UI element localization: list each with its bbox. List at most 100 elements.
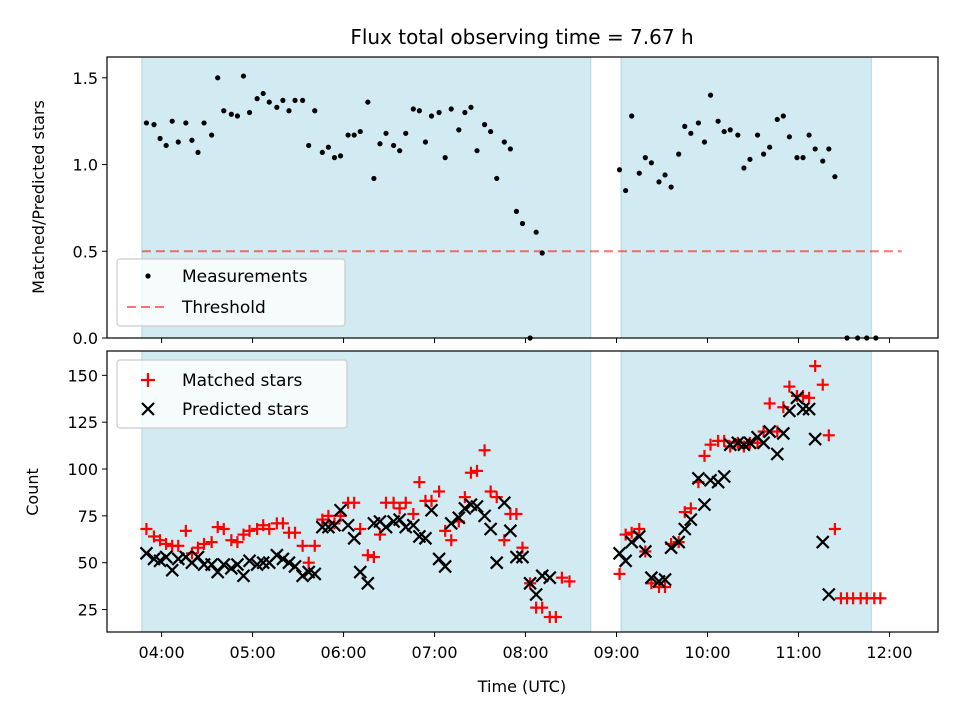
predicted-stars-point (159, 550, 173, 564)
predicted-stars-point (822, 587, 836, 602)
predicted-stars-point (802, 402, 816, 416)
matched-stars-point (243, 524, 256, 537)
matched-stars-point (563, 575, 576, 588)
measurement-point (754, 132, 761, 138)
x-tick-label: 07:00 (411, 643, 457, 662)
predicted-stars-point (632, 529, 647, 544)
predicted-stars-point (327, 518, 342, 532)
predicted-stars-point (483, 522, 498, 536)
matched-stars-point (445, 534, 458, 547)
predicted-stars-point (347, 531, 361, 546)
matched-stars-point (148, 530, 161, 543)
matched-stars-point (737, 440, 750, 453)
matched-stars-point (302, 556, 315, 569)
predicted-stars-point (503, 524, 518, 538)
measurement-point (735, 132, 741, 138)
predicted-stars-point (677, 522, 692, 536)
measurement-point (331, 155, 338, 161)
predicted-stars-point (762, 424, 777, 439)
matched-stars-point (413, 476, 426, 489)
matched-stars-point (367, 551, 380, 564)
matched-stars-point (613, 567, 626, 580)
measurement-point (266, 99, 272, 105)
predicted-stars-point (743, 436, 757, 450)
measurement-point (688, 130, 694, 136)
predicted-stars-point (776, 426, 791, 441)
predicted-stars-point (216, 557, 231, 572)
matched-stars-point (704, 438, 717, 451)
matched-stars-point (783, 380, 796, 393)
matched-stars-point (678, 506, 691, 519)
matched-stars-point (154, 534, 167, 547)
matched-stars-point (308, 539, 321, 552)
measurement-point (513, 208, 520, 214)
measurement-point (676, 151, 682, 157)
legend-predicted-label: Predicted stars (182, 400, 309, 420)
top-y-tick-label: 1.0 (73, 156, 98, 175)
predicted-stars-point (282, 555, 296, 570)
predicted-stars-point (509, 550, 524, 564)
measurement-point (806, 132, 812, 138)
matched-stars-point (231, 536, 244, 549)
measurement-point (648, 160, 654, 166)
measurement-point (761, 151, 767, 157)
measurement-point (488, 128, 494, 135)
predicted-stars-point (697, 497, 712, 512)
predicted-stars-point (638, 544, 653, 559)
predicted-stars-point (790, 391, 804, 405)
matched-stars-point (433, 485, 446, 498)
measurement-point (656, 179, 662, 185)
matched-stars-point (217, 522, 230, 535)
measurement-point (345, 132, 351, 138)
measurement-point (727, 127, 733, 133)
matched-stars-point (684, 502, 697, 515)
measurement-point (175, 139, 181, 145)
measurement-point (456, 127, 462, 133)
predicted-stars-point (691, 471, 706, 486)
measurement-point (143, 120, 150, 126)
measurement-point (629, 113, 635, 119)
measurement-point (337, 153, 344, 159)
predicted-stars-point (230, 557, 245, 572)
bottom-y-tick-label: 75 (78, 507, 98, 526)
legend-measurements-marker (145, 273, 151, 279)
top-y-axis-label: Matched/Predicted stars (29, 100, 48, 294)
matched-stars-point (289, 526, 302, 539)
matched-stars-point (373, 528, 386, 541)
predicted-stars-point (288, 559, 302, 574)
measurement-point (300, 97, 306, 103)
measurement-point (209, 132, 215, 138)
measurement-point (351, 132, 357, 138)
predicted-stars-point (796, 402, 810, 416)
measurement-point (474, 148, 480, 154)
measurement-point (741, 165, 747, 171)
predicted-stars-point (165, 563, 179, 577)
measurement-point (151, 122, 157, 128)
measurement-point (636, 170, 642, 176)
matched-stars-point (803, 391, 816, 404)
predicted-stars-point (424, 503, 439, 518)
measurement-point (371, 175, 377, 182)
predicted-stars-point (139, 546, 154, 561)
predicted-stars-point (333, 503, 348, 518)
measurement-point (442, 155, 448, 161)
measurement-point (403, 130, 409, 136)
top-y-tick-label: 1.5 (73, 69, 98, 88)
matched-stars-point (809, 359, 822, 372)
top-ticks: 0.0 0.5 1.0 1.5 (73, 69, 890, 348)
measurement-point (383, 130, 389, 136)
predicted-stars-point (808, 432, 822, 446)
measurement-point (462, 109, 468, 116)
predicted-stars-point (477, 509, 492, 523)
measurement-point (507, 146, 513, 152)
predicted-stars-point (153, 554, 167, 568)
measurement-point (428, 113, 435, 119)
predicted-stars-point (353, 565, 368, 579)
measurement-point (365, 99, 371, 105)
measurement-point (747, 156, 753, 162)
measurement-point (832, 174, 838, 180)
matched-stars-point (874, 592, 887, 605)
matched-stars-point (276, 517, 289, 530)
matched-stars-point (348, 496, 361, 509)
matched-stars-point (172, 539, 185, 552)
